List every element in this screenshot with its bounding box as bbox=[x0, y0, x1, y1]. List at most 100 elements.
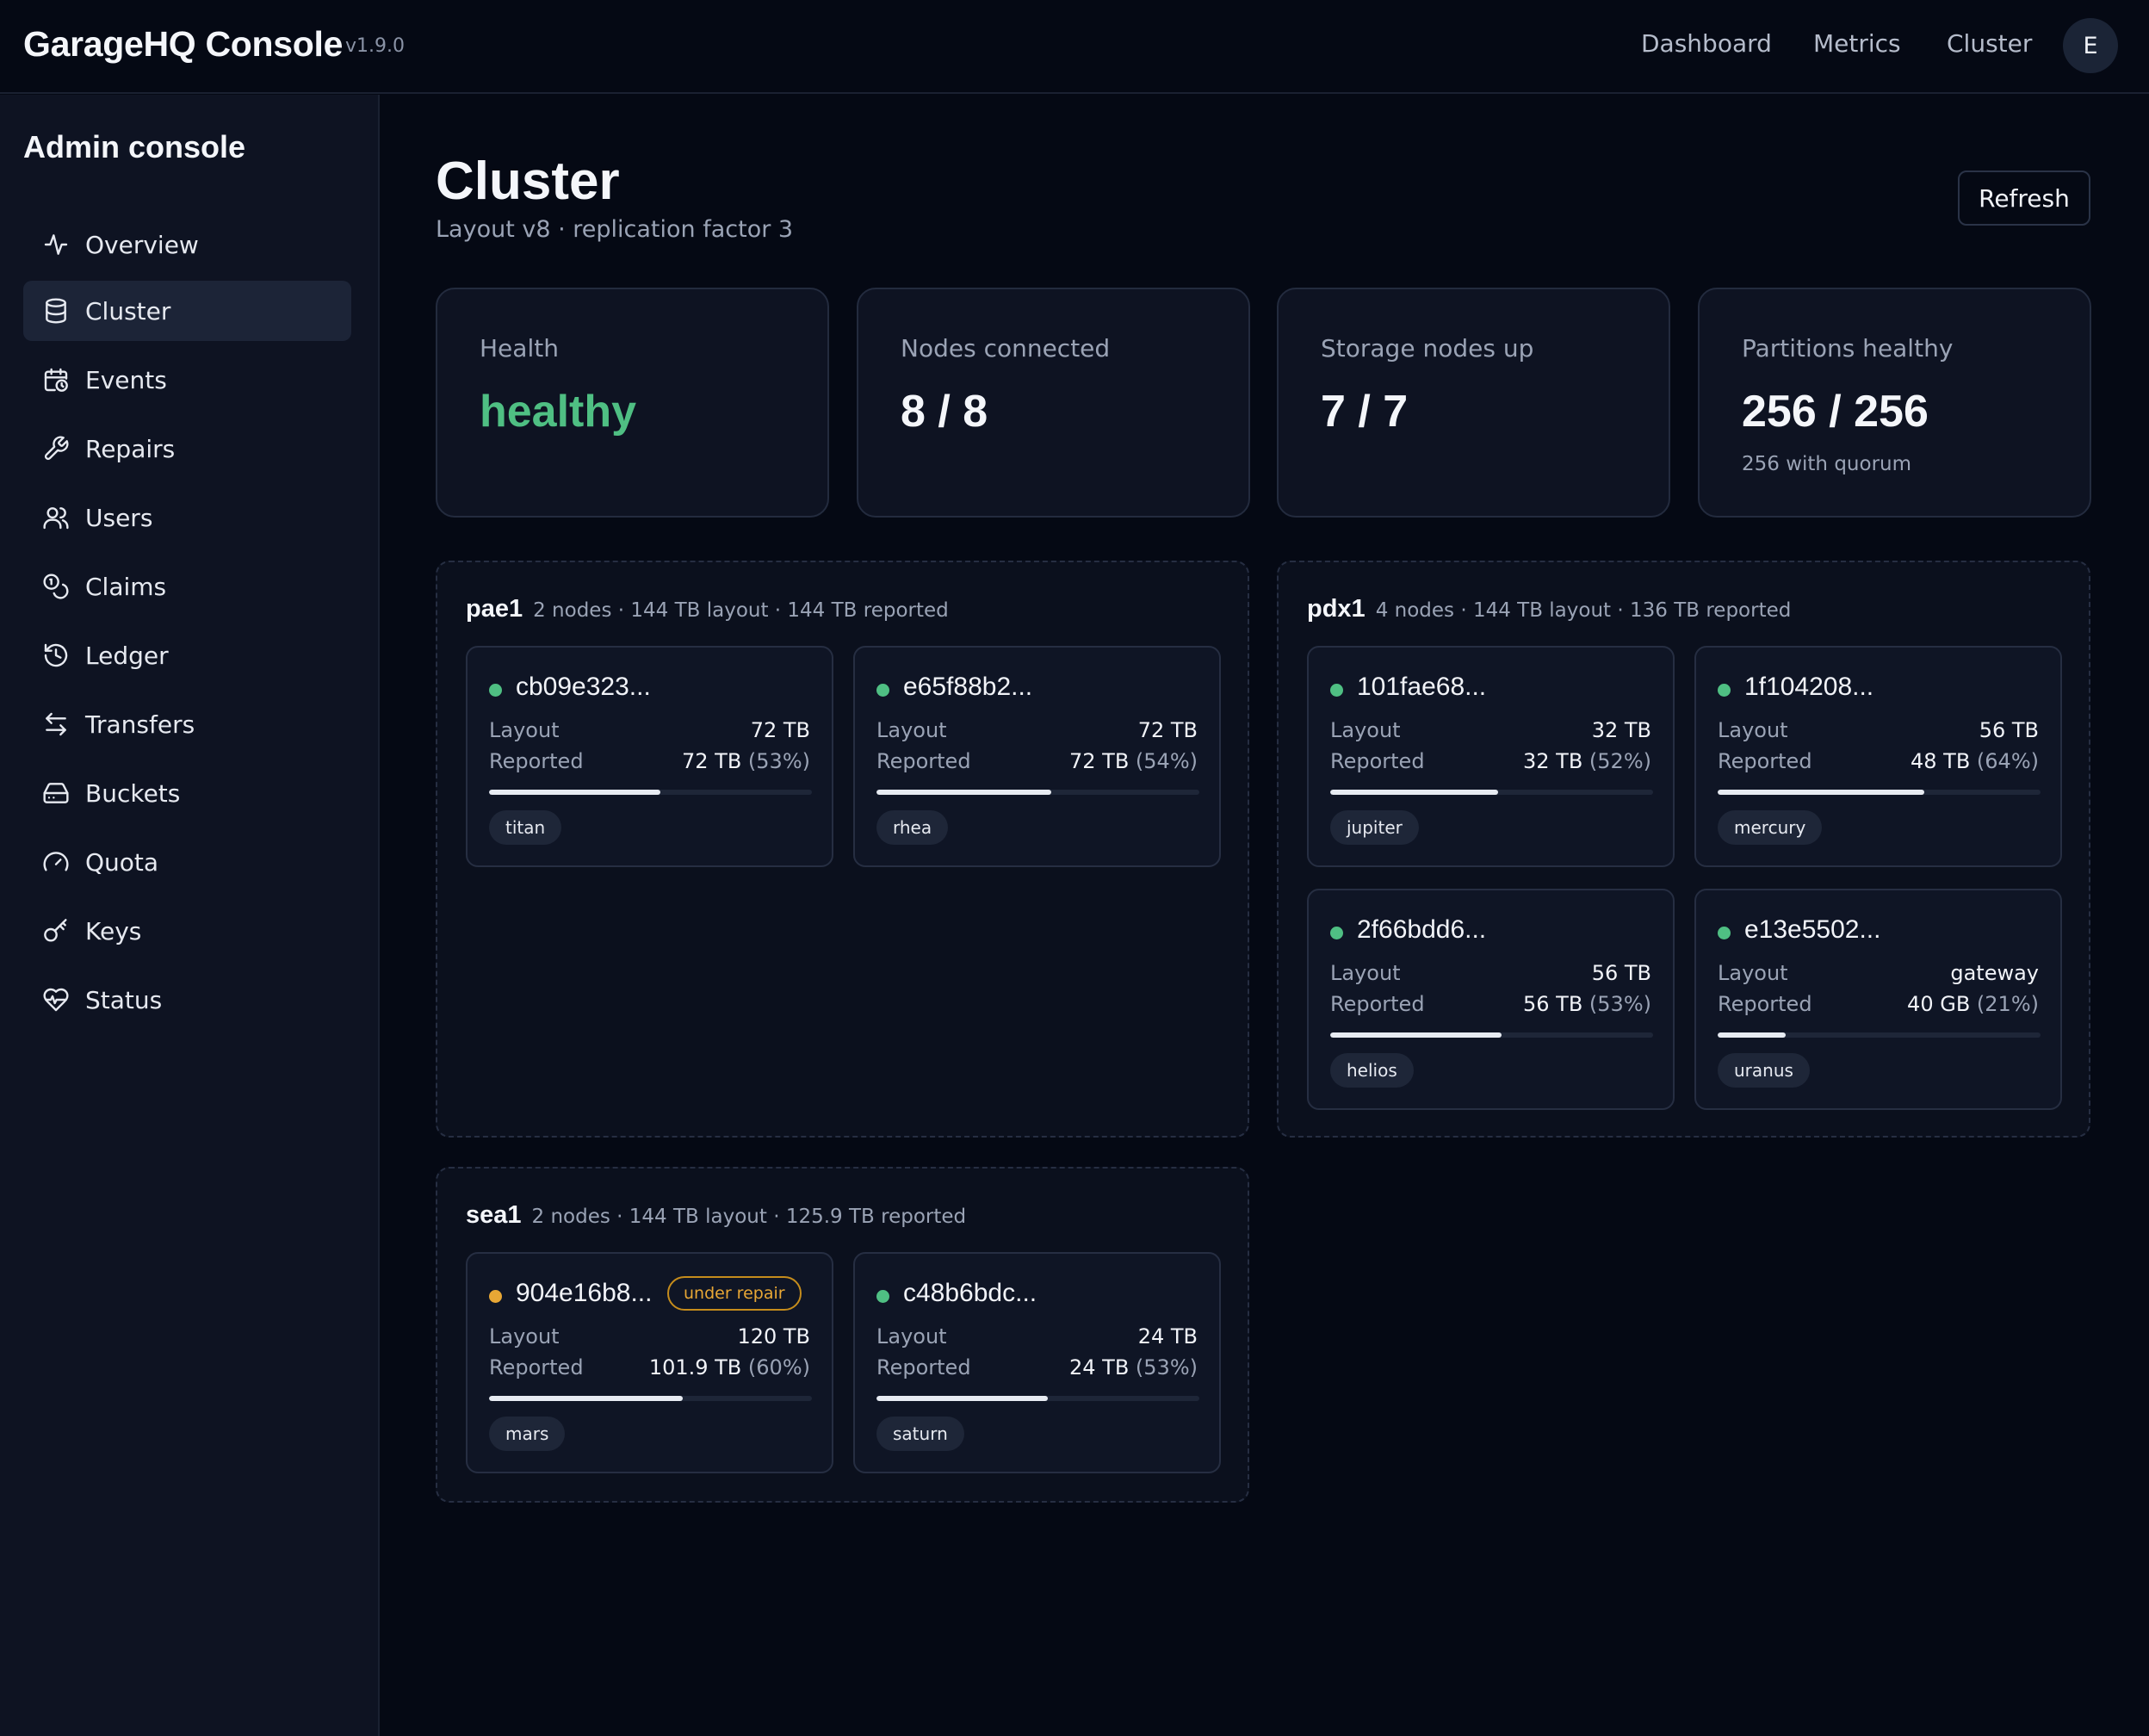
stat-value: 256 / 256 bbox=[1742, 387, 1929, 437]
zone-meta: 4 nodes · 144 TB layout · 136 TB reporte… bbox=[1375, 599, 1792, 622]
layout-label: Layout bbox=[489, 1324, 560, 1348]
reported-percent: (53%) bbox=[747, 749, 810, 773]
node-card[interactable]: e13e5502... Layout gateway Reported 40 GB … bbox=[1694, 889, 2062, 1110]
sidebar-item-label: Ledger bbox=[85, 641, 169, 670]
key-icon bbox=[44, 919, 67, 942]
reported-label: Reported bbox=[876, 749, 971, 773]
sidebar-item-events[interactable]: Events bbox=[23, 350, 351, 410]
usage-bar-fill bbox=[489, 790, 660, 795]
zone-card: pae1 2 nodes · 144 TB layout · 144 TB rep… bbox=[436, 561, 1249, 1138]
node-card[interactable]: c48b6bdc... Layout 24 TB Reported 24 TB (5… bbox=[853, 1252, 1221, 1473]
sidebar-item-ledger[interactable]: Ledger bbox=[23, 625, 351, 685]
zone-name: sea1 bbox=[466, 1201, 522, 1229]
usage-bar-fill bbox=[489, 1396, 683, 1401]
under-repair-badge: under repair bbox=[667, 1276, 802, 1311]
nav-cluster[interactable]: Cluster bbox=[1947, 29, 2033, 58]
sidebar-item-users[interactable]: Users bbox=[23, 487, 351, 548]
usage-bar-fill bbox=[876, 1396, 1048, 1401]
stat-label: Partitions healthy bbox=[1742, 334, 1954, 363]
app-title: GarageHQ Console bbox=[23, 24, 344, 64]
nav-metrics[interactable]: Metrics bbox=[1813, 29, 1901, 58]
reported-percent: (53%) bbox=[1135, 1355, 1198, 1380]
stat-value: healthy bbox=[480, 387, 637, 437]
sidebar-item-transfers[interactable]: Transfers bbox=[23, 694, 351, 754]
reported-label: Reported bbox=[1718, 992, 1812, 1016]
node-id: e65f88b2... bbox=[903, 673, 1033, 701]
node-tag: helios bbox=[1330, 1053, 1414, 1088]
zone-meta: 2 nodes · 144 TB layout · 144 TB reporte… bbox=[533, 599, 949, 622]
node-card[interactable]: 101fae68... Layout 32 TB Reported 32 TB (5… bbox=[1307, 646, 1675, 867]
reported-percent: (60%) bbox=[747, 1355, 810, 1380]
avatar[interactable]: E bbox=[2063, 18, 2118, 73]
node-tag: jupiter bbox=[1330, 810, 1419, 845]
node-card[interactable]: 1f104208... Layout 56 TB Reported 48 TB (6… bbox=[1694, 646, 2062, 867]
sidebar-item-overview[interactable]: Overview bbox=[23, 214, 351, 275]
sidebar-item-quota[interactable]: Quota bbox=[23, 832, 351, 892]
status-dot bbox=[1330, 684, 1343, 697]
usage-bar bbox=[1718, 790, 2041, 795]
reported-label: Reported bbox=[1330, 749, 1425, 773]
sidebar-item-label: Events bbox=[85, 365, 167, 394]
refresh-button[interactable]: Refresh bbox=[1958, 170, 2090, 226]
sidebar-item-label: Keys bbox=[85, 916, 142, 946]
layout-value: gateway bbox=[1950, 961, 2039, 985]
usage-bar bbox=[1330, 1032, 1653, 1038]
sidebar-item-label: Buckets bbox=[85, 778, 181, 808]
stat-note: 256 with quorum bbox=[1742, 453, 1912, 475]
usage-bar-fill bbox=[1330, 1032, 1502, 1038]
layout-value: 24 TB bbox=[1137, 1324, 1198, 1348]
node-card[interactable]: 2f66bdd6... Layout 56 TB Reported 56 TB (5… bbox=[1307, 889, 1675, 1110]
node-tag: titan bbox=[489, 810, 562, 845]
arrows-left-right-icon bbox=[46, 712, 66, 736]
reported-percent: (52%) bbox=[1589, 749, 1651, 773]
sidebar-item-buckets[interactable]: Buckets bbox=[23, 763, 351, 823]
usage-bar bbox=[489, 1396, 812, 1401]
layout-label: Layout bbox=[1718, 961, 1788, 985]
sidebar-item-cluster[interactable]: Cluster bbox=[23, 281, 351, 341]
node-card[interactable]: e65f88b2... Layout 72 TB Reported 72 TB (5… bbox=[853, 646, 1221, 867]
nav-dashboard[interactable]: Dashboard bbox=[1641, 29, 1772, 58]
layout-value: 72 TB bbox=[1137, 718, 1198, 742]
stat-label: Storage nodes up bbox=[1321, 334, 1534, 363]
stat-label: Nodes connected bbox=[901, 334, 1111, 363]
usage-bar-fill bbox=[1330, 790, 1498, 795]
calendar-clock-icon bbox=[44, 368, 68, 392]
layout-value: 56 TB bbox=[1979, 718, 2039, 742]
sidebar-item-status[interactable]: Status bbox=[23, 970, 351, 1030]
reported-label: Reported bbox=[1330, 992, 1425, 1016]
usage-bar bbox=[1718, 1032, 2041, 1038]
node-id: 2f66bdd6... bbox=[1357, 915, 1487, 944]
status-dot bbox=[876, 684, 889, 697]
layout-value: 32 TB bbox=[1591, 718, 1651, 742]
reported-value: 32 TB bbox=[1522, 749, 1583, 773]
page-title: Cluster bbox=[436, 152, 620, 211]
node-tag: mars bbox=[489, 1417, 566, 1451]
sidebar-item-repairs[interactable]: Repairs bbox=[23, 418, 351, 479]
sidebar-item-keys[interactable]: Keys bbox=[23, 901, 351, 961]
sidebar-item-claims[interactable]: Claims bbox=[23, 556, 351, 617]
node-id: c48b6bdc... bbox=[903, 1279, 1037, 1307]
status-dot bbox=[489, 684, 502, 697]
reported-percent: (53%) bbox=[1589, 992, 1651, 1016]
reported-value: 56 TB bbox=[1522, 992, 1583, 1016]
sidebar-item-label: Repairs bbox=[85, 434, 176, 463]
status-dot bbox=[1330, 927, 1343, 939]
reported-percent: (64%) bbox=[1976, 749, 2039, 773]
users-icon bbox=[43, 507, 69, 530]
node-card[interactable]: 904e16b8... under repair Layout 120 TB Re… bbox=[466, 1252, 833, 1473]
stat-label: Health bbox=[480, 334, 559, 363]
sidebar-item-label: Overview bbox=[85, 230, 199, 259]
reported-label: Reported bbox=[489, 1355, 584, 1380]
stat-card-health: Health healthy bbox=[436, 288, 829, 518]
sidebar-item-label: Status bbox=[85, 985, 163, 1014]
stat-card-nodes-connected: Nodes connected 8 / 8 bbox=[857, 288, 1250, 518]
usage-bar bbox=[1330, 790, 1653, 795]
zone-card: sea1 2 nodes · 144 TB layout · 125.9 TB r… bbox=[436, 1167, 1249, 1503]
coins-icon bbox=[43, 574, 69, 599]
status-dot bbox=[1718, 684, 1731, 697]
zone-name: pae1 bbox=[466, 595, 523, 623]
sidebar-item-label: Transfers bbox=[85, 710, 195, 739]
zone-meta: 2 nodes · 144 TB layout · 125.9 TB repor… bbox=[531, 1206, 967, 1228]
node-card[interactable]: cb09e323... Layout 72 TB Reported 72 TB (5… bbox=[466, 646, 833, 867]
usage-bar-fill bbox=[876, 790, 1051, 795]
